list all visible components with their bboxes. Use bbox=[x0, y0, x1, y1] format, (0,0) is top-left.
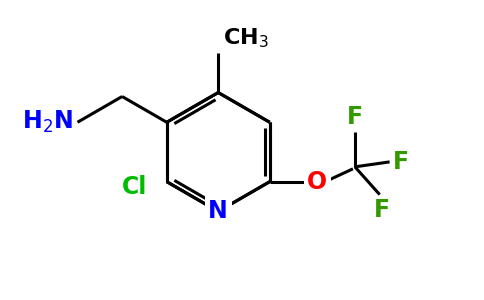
Text: F: F bbox=[374, 198, 390, 222]
Text: CH$_3$: CH$_3$ bbox=[223, 26, 269, 50]
Text: F: F bbox=[347, 105, 363, 129]
Text: N: N bbox=[208, 200, 228, 224]
Text: F: F bbox=[393, 150, 408, 174]
Text: H$_2$N: H$_2$N bbox=[22, 109, 73, 135]
Text: Cl: Cl bbox=[121, 175, 147, 199]
Text: O: O bbox=[307, 170, 327, 194]
